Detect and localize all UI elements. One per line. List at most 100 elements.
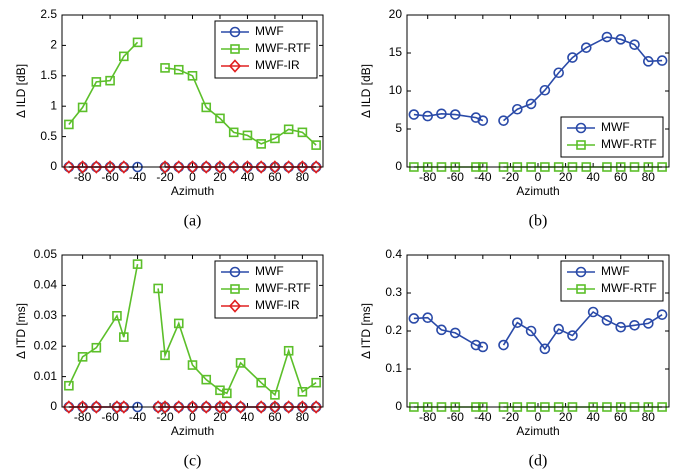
marker <box>215 113 225 124</box>
series-line <box>68 41 317 146</box>
marker <box>587 306 599 318</box>
marker <box>103 160 117 174</box>
y-tick-label: 0 <box>50 159 57 173</box>
marker <box>90 400 103 414</box>
marker <box>200 400 213 414</box>
legend-label: MWF-RTF <box>601 281 657 295</box>
marker <box>601 315 613 326</box>
marker <box>132 259 143 269</box>
x-tick-label: -60 <box>447 410 465 424</box>
marker <box>77 102 88 113</box>
marker <box>270 133 280 144</box>
x-tick-label: 60 <box>268 170 282 184</box>
x-tick-label: 80 <box>642 170 656 184</box>
y-tick-label: 0 <box>50 399 57 413</box>
marker <box>282 160 295 174</box>
marker <box>470 112 482 123</box>
marker <box>268 400 282 414</box>
marker <box>105 75 115 86</box>
marker <box>172 400 185 414</box>
x-tick-label: -20 <box>156 410 174 424</box>
marker <box>132 37 143 48</box>
legend-marker <box>229 266 241 278</box>
marker <box>311 377 321 388</box>
y-tick-label: 0.02 <box>34 338 58 352</box>
x-tick-label: 20 <box>213 410 227 424</box>
x-axis-label: Azimuth <box>171 184 214 198</box>
marker <box>498 115 509 126</box>
legend-box <box>560 260 664 302</box>
caption: (d) <box>529 453 548 470</box>
x-tick-label: -20 <box>502 170 520 184</box>
legend-label: MWF-RTF <box>255 41 311 55</box>
marker <box>186 400 199 414</box>
marker <box>255 400 268 414</box>
legend-label: MWF <box>601 120 630 134</box>
marker <box>158 400 172 414</box>
marker <box>158 160 172 174</box>
y-tick-label: 0.4 <box>385 247 402 261</box>
marker <box>539 343 551 355</box>
marker <box>76 400 89 414</box>
marker <box>64 119 74 130</box>
marker <box>615 34 627 45</box>
marker <box>119 332 129 342</box>
marker <box>255 160 268 174</box>
marker <box>62 160 75 174</box>
y-tick-label: 0.2 <box>385 323 402 337</box>
marker <box>525 325 537 337</box>
legend-label: MWF-RTF <box>255 281 311 295</box>
marker <box>615 321 627 333</box>
y-tick-label: 0.01 <box>34 369 58 383</box>
marker <box>172 160 185 174</box>
legend-label: MWF-IR <box>255 58 300 72</box>
y-tick-label: 0.5 <box>40 129 57 143</box>
y-tick-label: 0 <box>395 399 402 413</box>
marker <box>213 160 227 174</box>
marker <box>408 313 420 324</box>
marker <box>310 400 323 414</box>
marker <box>449 109 461 120</box>
marker <box>160 63 170 73</box>
x-tick-label: -80 <box>74 170 92 184</box>
marker <box>160 350 170 361</box>
y-tick-label: 2.5 <box>40 7 57 21</box>
marker <box>643 318 654 329</box>
marker <box>629 39 640 50</box>
x-tick-label: -20 <box>156 170 174 184</box>
legend-marker <box>576 284 586 294</box>
x-tick-label: -80 <box>419 170 437 184</box>
x-axis-label: Azimuth <box>171 424 214 438</box>
x-tick-label: 80 <box>296 170 310 184</box>
marker <box>539 84 551 96</box>
marker <box>112 310 122 321</box>
marker <box>117 160 130 174</box>
marker <box>91 77 102 87</box>
marker <box>187 360 198 370</box>
marker <box>449 327 461 339</box>
x-tick-label: 20 <box>213 170 227 184</box>
marker <box>201 374 212 385</box>
marker <box>256 377 266 388</box>
legend-marker <box>229 26 241 38</box>
marker <box>117 400 130 414</box>
marker <box>222 388 232 399</box>
y-tick-label: 0.1 <box>385 361 402 375</box>
x-tick-label: 60 <box>268 410 282 424</box>
x-tick-label: -80 <box>419 410 437 424</box>
marker <box>498 339 509 351</box>
marker <box>297 386 308 397</box>
x-tick-label: 80 <box>296 410 310 424</box>
marker <box>235 358 246 368</box>
legend-marker <box>575 266 587 278</box>
marker <box>119 51 129 62</box>
x-tick-label: 0 <box>535 170 542 184</box>
legend-label: MWF <box>601 264 630 278</box>
y-axis-label: Δ ILD [dB] <box>359 64 373 118</box>
marker <box>567 52 578 63</box>
marker <box>187 71 198 81</box>
x-tick-label: -40 <box>129 170 147 184</box>
marker <box>470 339 482 351</box>
marker <box>200 160 213 174</box>
